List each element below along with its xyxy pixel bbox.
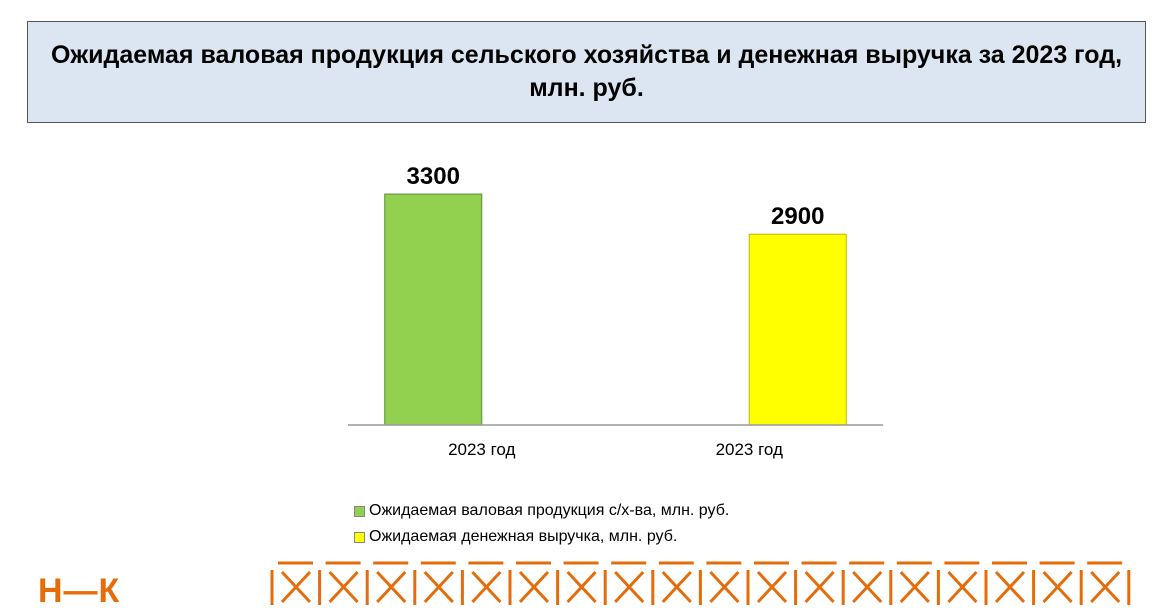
legend: Ожидаемая валовая продукция с/х-ва, млн.… — [354, 498, 729, 550]
pattern-x — [661, 570, 692, 604]
legend-swatch-yellow — [354, 531, 365, 543]
legend-swatch-green — [354, 505, 365, 517]
title-box: Ожидаемая валовая продукция сельского хо… — [27, 21, 1146, 123]
data-label: 2900 — [771, 203, 824, 230]
pattern-x — [709, 570, 740, 604]
pattern-x — [280, 570, 312, 604]
logo: Н—К — [38, 572, 121, 610]
legend-label: Ожидаемая валовая продукция с/х-ва, млн.… — [369, 502, 730, 519]
pattern-x — [518, 570, 550, 604]
x-tick-label: 2023 год — [716, 440, 783, 459]
bar — [748, 233, 847, 426]
pattern-x — [899, 570, 930, 604]
pattern-x — [1042, 570, 1073, 604]
bar — [384, 193, 483, 426]
pattern-x — [376, 570, 407, 604]
pattern-x — [566, 570, 597, 604]
pattern-x — [1090, 570, 1121, 604]
pattern-x — [756, 570, 788, 604]
data-label: 3300 — [407, 163, 460, 190]
pattern-x — [804, 570, 835, 604]
pattern-x — [994, 570, 1026, 604]
pattern-x — [614, 570, 645, 604]
chart-title: Ожидаемая валовая продукция сельского хо… — [50, 41, 1123, 102]
legend-label: Ожидаемая денежная выручка, млн. руб. — [369, 528, 678, 545]
legend-item-gross-output: Ожидаемая валовая продукция с/х-ва, млн.… — [354, 498, 729, 524]
pattern-x — [471, 570, 502, 604]
x-tick-label: 2023 год — [448, 440, 515, 459]
legend-item-revenue: Ожидаемая денежная выручка, млн. руб. — [354, 524, 729, 550]
pattern-x — [423, 570, 454, 604]
pattern-x — [852, 570, 883, 604]
pattern-x — [947, 570, 978, 604]
pattern-x — [328, 570, 359, 604]
